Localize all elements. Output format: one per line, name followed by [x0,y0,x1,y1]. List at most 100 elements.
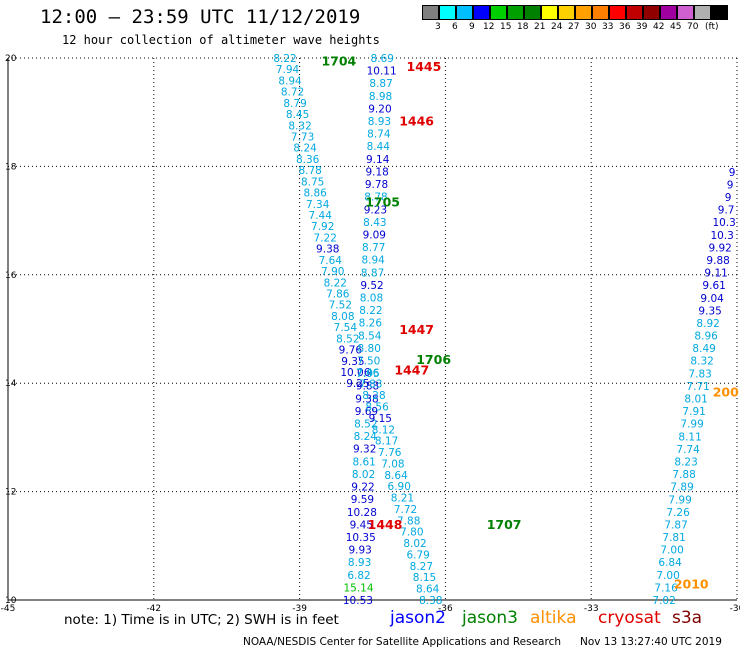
swh-value: 9.38 [316,244,339,256]
color-swatch [677,5,694,20]
lat-tick-label: 20 [5,54,17,64]
swh-value: 9.45 [350,519,373,531]
color-scale-label: 3 [435,22,441,32]
swh-value: 9 [727,179,734,191]
color-swatch [524,5,541,20]
pass-time-label: 1705 [365,195,400,210]
color-swatch [609,5,626,20]
color-swatch [507,5,524,20]
swh-value: 9.22 [351,482,374,494]
swh-value: 9.88 [356,381,379,393]
swh-value: 15.14 [343,582,373,594]
color-swatch [592,5,609,20]
swh-value: 7.16 [654,582,678,594]
swh-value: 7.88 [672,469,695,481]
color-scale-label: 24 [551,22,563,32]
pass-time-label: 200 [713,384,739,399]
swh-value: 10.28 [347,507,377,519]
color-swatch [694,5,711,20]
swh-value: 8.43 [363,217,386,229]
swh-value: 8.27 [410,561,433,573]
color-swatch [541,5,558,20]
swh-value: 7.08 [381,458,404,470]
swh-value: 9.92 [708,242,731,254]
swh-value: 9.76 [339,345,363,357]
lat-tick-label: 12 [5,488,16,498]
lat-tick-label: 18 [5,162,17,172]
swh-value: 10.11 [367,66,397,78]
swh-value: 6.82 [347,570,370,582]
swh-value: 8.26 [359,318,383,330]
lon-tick-label: -33 [584,604,599,614]
pass-time-label: 1445 [407,59,442,74]
swh-value: 6.90 [388,481,411,493]
swh-value: 8.87 [361,267,384,279]
swh-value: 8.79 [283,98,306,110]
color-swatch [422,5,439,20]
swh-value: 7.64 [319,255,343,267]
swh-value: 7.34 [306,199,330,211]
swh-value: 9.35 [698,305,721,317]
pass-time-label: 1446 [399,113,434,128]
lon-tick-label: -45 [1,604,16,614]
lat-tick-label: 16 [5,271,17,281]
color-scale-label: 9 [469,22,475,32]
legend-jason2: jason2 [390,608,446,628]
color-scale-label: 27 [568,22,580,32]
swh-value: 8.11 [678,431,701,443]
swh-value: 10.3 [710,230,733,242]
swh-value: 9.18 [365,166,388,178]
color-scale-label: 36 [619,22,631,32]
swh-value: 8.17 [375,436,398,448]
swh-value: 9.25 [346,378,369,390]
pass-time-label: 1704 [321,54,356,69]
swh-value: 8.78 [298,165,321,177]
swh-value: 7.83 [688,368,711,380]
swh-value: 7.92 [311,221,334,233]
color-swatch [456,5,473,20]
swh-value: 7.44 [309,210,333,222]
color-scale-label: 12 [483,22,495,32]
color-scale-label: 39 [636,22,648,32]
swh-value: 7.91 [682,406,705,418]
swh-value: 8.52 [336,333,359,345]
pass-time-label: 1448 [368,517,403,532]
pass-time-label: 1707 [487,517,522,532]
map-subtitle: 12 hour collection of altimeter wave hei… [62,33,380,47]
swh-value: 7.52 [329,300,352,312]
swh-value: 7.71 [686,381,709,393]
swh-value: 8.75 [301,176,324,188]
swh-value: 8.22 [359,305,382,317]
map-title: 12:00 – 23:59 UTC 11/12/2019 [40,6,361,28]
footer-timestamp: Nov 13 13:27:40 UTC 2019 [580,636,722,648]
swh-value: 7.99 [668,494,691,506]
swh-value: 8.45 [286,109,309,121]
swh-value: 8.08 [331,311,354,323]
swh-value: 8.21 [391,493,414,505]
swh-value: 7.74 [676,444,700,456]
color-scale-unit: (ft) [705,22,719,32]
swh-value: 8.64 [384,470,408,482]
swh-value: 9 [729,167,736,179]
swh-value: 7.95 [356,368,379,380]
swh-value: 8.28 [362,390,385,402]
swh-value: 8.87 [369,78,392,90]
color-swatch [626,5,643,20]
swh-value: 7.72 [394,504,417,516]
swh-value: 9.7 [718,205,735,217]
swh-value: 7.94 [276,64,300,76]
swh-value: 9.32 [353,444,376,456]
swh-value: 7.99 [680,419,703,431]
color-swatch [490,5,507,20]
swh-value: 7.02 [652,595,675,607]
swh-value: 9.20 [368,103,391,115]
swh-value: 8.12 [372,424,395,436]
swh-value: 8.23 [674,456,697,468]
swh-value: 8.86 [303,188,327,200]
swh-value: 9.69 [355,406,378,418]
swh-value: 8.94 [361,255,385,267]
color-scale-label: 6 [452,22,458,32]
color-scale-label: 30 [585,22,597,32]
swh-value: 6.79 [406,549,429,561]
swh-value: 6.84 [658,557,682,569]
